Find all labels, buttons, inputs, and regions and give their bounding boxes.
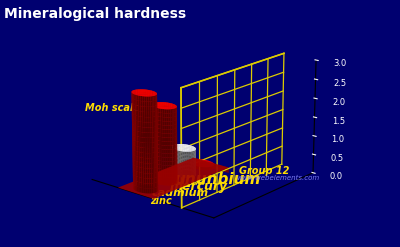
- Text: Mineralogical hardness: Mineralogical hardness: [4, 7, 186, 21]
